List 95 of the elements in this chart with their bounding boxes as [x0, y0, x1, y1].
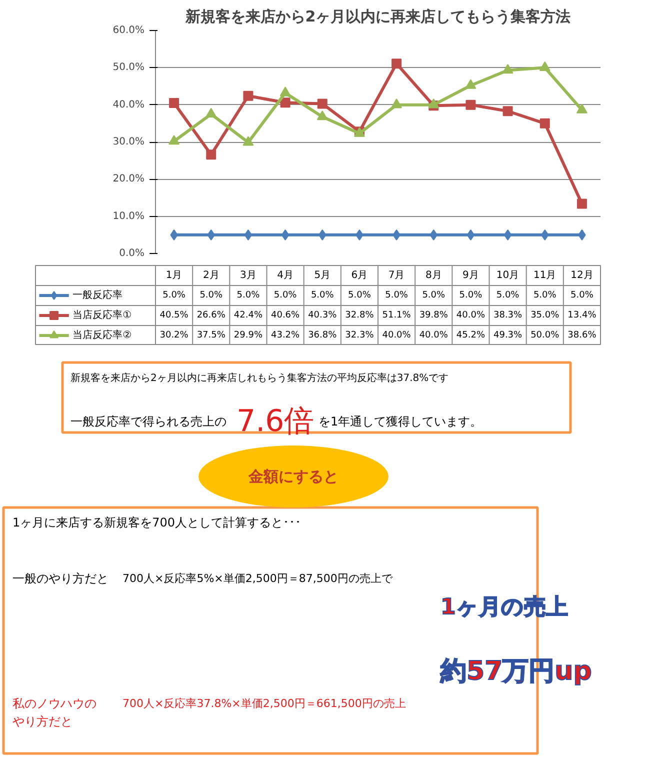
point: [206, 108, 217, 118]
y-tick-label: 20.0%: [112, 174, 145, 185]
x-tick-label: 1月: [166, 270, 182, 281]
point: [466, 229, 475, 240]
point: [392, 58, 402, 69]
text: 一般反応率で得られる売上の: [70, 414, 226, 428]
y-tick-label: 30.0%: [112, 136, 145, 148]
data-label: 5.0%: [422, 290, 446, 300]
data-label: 37.5%: [196, 330, 226, 340]
y-tick-label: 10.0%: [112, 210, 145, 222]
data-label: 5.0%: [496, 290, 520, 300]
data-label: 35.0%: [530, 310, 560, 320]
text: 私のノウハウの: [12, 696, 96, 710]
legend-label: 当店反応率②: [72, 329, 132, 341]
point: [502, 106, 513, 116]
data-label: 5.0%: [459, 290, 483, 300]
data-label: 5.0%: [162, 290, 186, 300]
x-tick-label: 12月: [570, 270, 594, 281]
text: 金額にすると: [248, 468, 338, 486]
data-label: 40.6%: [270, 310, 300, 320]
y-tick-label: 0.0%: [119, 248, 144, 259]
data-label: 40.5%: [160, 310, 189, 320]
point: [391, 98, 402, 108]
x-tick-label: 5月: [314, 270, 331, 281]
data-label: 50.0%: [530, 330, 560, 340]
point: [502, 64, 514, 74]
data-label: 5.0%: [274, 290, 298, 300]
data-label: 29.9%: [234, 330, 263, 340]
y-tick-label: 60.0%: [112, 25, 145, 36]
point: [243, 90, 254, 101]
x-tick-label: 8月: [425, 270, 442, 281]
data-label: 30.2%: [160, 330, 189, 340]
x-tick-label: 11月: [534, 270, 556, 281]
data-label: 43.2%: [270, 330, 300, 340]
text: 1ヶ月に来店する新規客を700人として計算すると･･･: [12, 516, 302, 530]
data-label: 36.8%: [308, 330, 338, 340]
data-label: 32.8%: [345, 310, 374, 320]
point: [539, 61, 550, 72]
data-label: 39.8%: [419, 310, 448, 320]
data-label: 5.0%: [310, 290, 334, 300]
text: やり方だと: [12, 714, 72, 728]
point: [576, 104, 588, 114]
legend-label: 一般反応率: [72, 289, 123, 301]
y-tick-label: 50.0%: [112, 62, 145, 74]
legend-label: 当店反応率①: [72, 309, 132, 321]
data-label: 42.4%: [234, 310, 263, 320]
data-label: 51.1%: [382, 310, 412, 320]
text: 700人×反応率5%×単価2,500円＝87,500円の売上で: [122, 572, 394, 585]
chart-title: 新規客を来店から2ヶ月以内に再来店してもらう集客方法: [184, 8, 571, 26]
point: [466, 100, 476, 110]
x-tick-label: 2月: [202, 270, 220, 281]
point: [169, 98, 180, 108]
point: [242, 136, 254, 146]
data-label: 40.3%: [308, 310, 338, 320]
point: [280, 98, 290, 108]
data-label: 5.0%: [236, 290, 260, 300]
data-label: 40.0%: [456, 310, 486, 320]
x-tick-label: 7月: [388, 270, 405, 281]
data-label: 5.0%: [533, 290, 557, 300]
data-label: 38.6%: [568, 330, 597, 340]
x-tick-label: 3月: [240, 270, 256, 281]
data-label: 49.3%: [493, 330, 523, 340]
text: を1年通して獲得しています。: [318, 414, 482, 428]
point: [428, 98, 440, 108]
text: 7.6倍: [236, 404, 314, 439]
point: [317, 98, 328, 109]
data-label: 45.2%: [456, 330, 486, 340]
text: 新規客を来店から2ヶ月以内に再来店しれもらう集客方法の平均反応率は37.8%です: [70, 372, 449, 384]
y-tick-label: 40.0%: [112, 99, 145, 110]
data-label: 13.4%: [568, 310, 597, 320]
point: [244, 229, 252, 240]
point: [465, 79, 476, 89]
point: [540, 118, 550, 128]
point: [281, 229, 290, 240]
text: 一般のやり方だと: [12, 572, 108, 586]
x-tick-label: 4月: [277, 270, 294, 281]
data-label: 5.0%: [385, 290, 408, 300]
data-label: 40.0%: [419, 330, 448, 340]
point: [576, 198, 587, 209]
point: [168, 134, 180, 145]
data-label: 5.0%: [570, 290, 594, 300]
data-label: 38.3%: [493, 310, 523, 320]
point: [280, 86, 291, 96]
point: [206, 150, 216, 160]
point: [316, 110, 328, 120]
data-label: 5.0%: [348, 290, 372, 300]
x-tick-label: 6月: [351, 270, 368, 281]
text: 700人×反応率37.8%×単価2,500円＝661,500円の売上: [122, 697, 406, 710]
point: [504, 229, 512, 240]
x-tick-label: 9月: [462, 270, 479, 281]
data-label: 32.3%: [345, 330, 374, 340]
x-tick-label: 10月: [496, 270, 520, 281]
data-label: 26.6%: [196, 310, 226, 320]
data-label: 40.0%: [382, 330, 412, 340]
data-label: 5.0%: [200, 290, 224, 300]
